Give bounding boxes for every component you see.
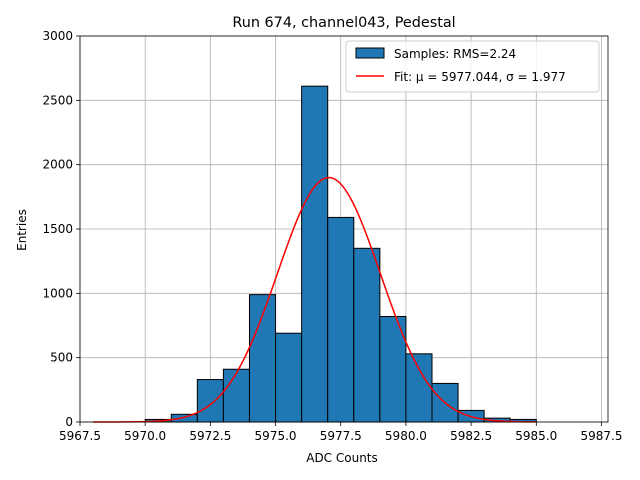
y-tick-label: 500: [50, 351, 73, 365]
chart-title: Run 674, channel043, Pedestal: [232, 15, 455, 31]
y-axis-label: Entries: [15, 209, 29, 251]
y-tick-label: 1500: [42, 222, 73, 236]
x-tick-label: 5980.0: [385, 429, 427, 443]
y-tick-label: 3000: [42, 29, 73, 43]
x-axis-label: ADC Counts: [306, 451, 378, 465]
x-tick-label: 5987.5: [580, 429, 622, 443]
histogram-bar: [222, 368, 250, 423]
y-tick-label: 1000: [42, 286, 73, 300]
legend-label-fit: Fit: μ = 5977.044, σ = 1.977: [394, 70, 566, 84]
histogram-bar: [196, 379, 224, 423]
x-tick-label: 5975.0: [255, 429, 297, 443]
histogram-bar: [301, 85, 329, 423]
x-tick-label: 5970.0: [124, 429, 166, 443]
histogram-bar: [405, 353, 433, 423]
histogram-bars: [144, 85, 537, 423]
histogram-bar: [353, 247, 381, 423]
x-tick-label: 5985.0: [515, 429, 557, 443]
y-tick-label: 0: [65, 415, 73, 429]
x-tick-label: 5967.5: [59, 429, 101, 443]
histogram-bar: [327, 216, 355, 423]
legend-label-samples: Samples: RMS=2.24: [394, 47, 516, 61]
x-tick-label: 5977.5: [320, 429, 362, 443]
legend-swatch-samples: [355, 47, 385, 59]
x-axis: 5967.5 5970.0 5972.5 5975.0 5977.5 5980.0 5982…: [59, 422, 622, 443]
y-tick-label: 2000: [42, 158, 73, 172]
histogram-bar: [170, 413, 198, 423]
y-tick-label: 2500: [42, 93, 73, 107]
y-axis: 0 500 1000 1500 2000 2500 3000: [42, 29, 80, 429]
legend-frame: [345, 40, 600, 93]
legend: Samples: RMS=2.24 Fit: μ = 5977.044, σ =…: [345, 40, 600, 93]
x-tick-label: 5982.5: [450, 429, 492, 443]
histogram-bar: [275, 332, 303, 423]
x-tick-label: 5972.5: [189, 429, 231, 443]
fit-curve: [93, 176, 537, 423]
